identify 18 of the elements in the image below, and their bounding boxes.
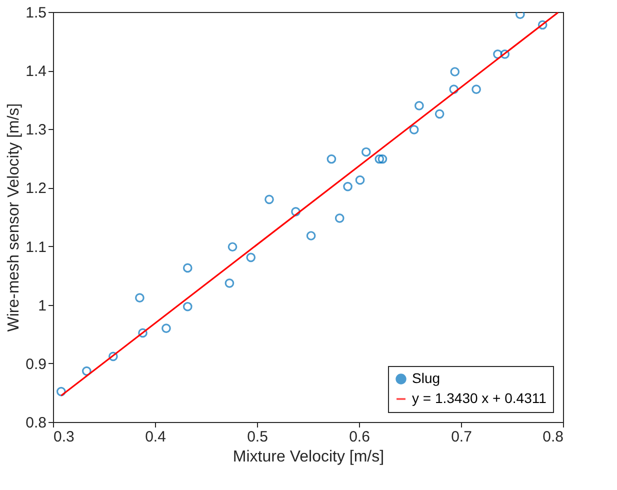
x-tick-label: 0.5	[247, 428, 268, 446]
x-tick-label: 0.6	[349, 428, 370, 446]
legend-label: Slug	[412, 370, 440, 386]
legend-label: y = 1.3430 x + 0.4311	[412, 390, 547, 406]
y-tick-label: 0.9	[26, 356, 46, 373]
y-tick-label: 1.1	[26, 238, 46, 256]
x-tick-label: 0.7	[451, 428, 472, 446]
x-tick-label: 0.8	[542, 428, 564, 446]
y-tick-label: 1.4	[26, 63, 46, 80]
y-tick-label: 0.8	[26, 414, 46, 432]
y-tick-label: 1.3	[26, 122, 46, 139]
y-tick-label: 1.2	[26, 180, 46, 198]
x-axis-title: Mixture Velocity [m/s]	[232, 448, 384, 466]
y-tick-label: 1.5	[26, 4, 46, 22]
x-tick-label: 0.3	[54, 428, 74, 446]
x-tick-label: 0.4	[145, 428, 166, 446]
y-axis-title: Wire-mesh sensor Velocity [m/s]	[6, 103, 23, 332]
y-tick-label: 1	[38, 297, 46, 314]
